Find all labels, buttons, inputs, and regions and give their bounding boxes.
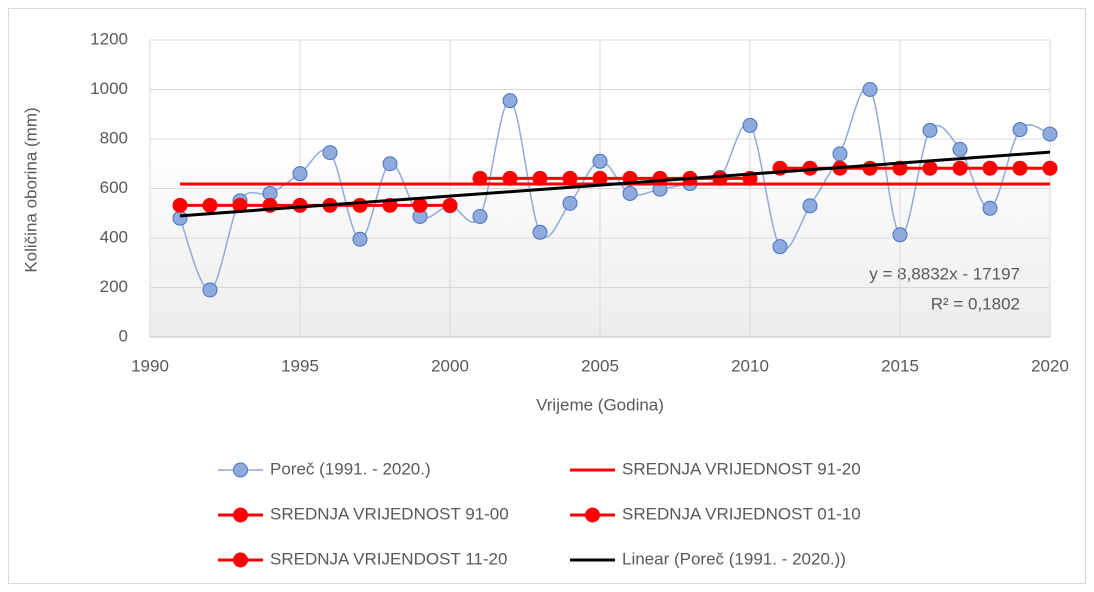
data-point	[382, 156, 398, 172]
data-point	[862, 82, 878, 97]
data-point	[562, 195, 578, 211]
legend-marker	[585, 507, 600, 523]
legend-label: SREDNJA VRIJEDNOST 91-20	[622, 459, 861, 478]
legend-label: SREDNJA VRIJEDNOST 91-00	[270, 504, 509, 523]
data-point	[772, 239, 788, 255]
data-point	[532, 224, 548, 240]
data-point	[622, 185, 638, 201]
y-tick-label: 600	[100, 178, 128, 197]
data-point	[922, 122, 938, 138]
x-tick-label: 2020	[1031, 356, 1069, 375]
data-point	[172, 210, 188, 226]
data-point	[1012, 122, 1028, 138]
data-point	[412, 197, 428, 213]
data-point	[202, 197, 218, 213]
legend-label: Poreč (1991. - 2020.)	[270, 459, 431, 478]
x-tick-label: 2015	[881, 356, 919, 375]
y-tick-label: 400	[100, 227, 128, 246]
legend-marker	[233, 462, 248, 478]
data-point	[952, 141, 968, 157]
data-point	[892, 227, 908, 243]
data-point	[862, 160, 878, 176]
x-tick-label: 1995	[281, 356, 319, 375]
data-point	[1012, 160, 1028, 176]
data-point	[352, 231, 368, 247]
data-point	[712, 170, 728, 186]
data-point	[472, 208, 488, 224]
data-point	[982, 200, 998, 216]
data-point	[352, 197, 368, 213]
data-point	[202, 282, 218, 298]
data-point	[652, 170, 668, 186]
legend-marker	[233, 507, 248, 523]
data-point	[982, 160, 998, 176]
data-point	[472, 170, 488, 186]
series-line	[179, 150, 1051, 218]
data-point	[532, 170, 548, 186]
y-axis-label: Količina oborina (mm)	[21, 107, 40, 272]
y-tick-label: 200	[100, 277, 128, 296]
data-point	[502, 170, 518, 186]
x-tick-label: 2005	[581, 356, 619, 375]
trend-equation: y = 8,8832x - 17197	[869, 264, 1020, 283]
legend-label: SREDNJA VRIJEDNOST 01-10	[622, 504, 861, 523]
data-point	[442, 197, 458, 213]
y-tick-label: 800	[100, 128, 128, 147]
x-tick-label: 2000	[431, 356, 469, 375]
y-tick-label: 0	[119, 326, 128, 345]
data-point	[1042, 126, 1058, 142]
data-point	[292, 166, 308, 182]
y-tick-label: 1200	[90, 29, 128, 48]
x-axis-label: Vrijeme (Godina)	[536, 395, 664, 414]
legend-label: Linear (Poreč (1991. - 2020.))	[622, 549, 846, 568]
legend-label: SREDNJA VRIJENDOST 11-20	[270, 549, 507, 568]
data-point	[172, 197, 188, 213]
data-point	[322, 145, 338, 161]
data-point	[802, 198, 818, 214]
data-point	[832, 146, 848, 162]
y-tick-label: 1000	[90, 79, 128, 98]
data-point	[562, 170, 578, 186]
trend-r2: R² = 0,1802	[931, 294, 1020, 313]
x-tick-label: 1990	[131, 356, 169, 375]
x-tick-label: 2010	[731, 356, 769, 375]
legend-marker	[233, 552, 248, 568]
data-point	[502, 93, 518, 109]
data-point	[922, 160, 938, 176]
data-point	[592, 153, 608, 169]
data-point	[952, 160, 968, 176]
data-point	[742, 117, 758, 133]
data-point	[1042, 160, 1058, 176]
